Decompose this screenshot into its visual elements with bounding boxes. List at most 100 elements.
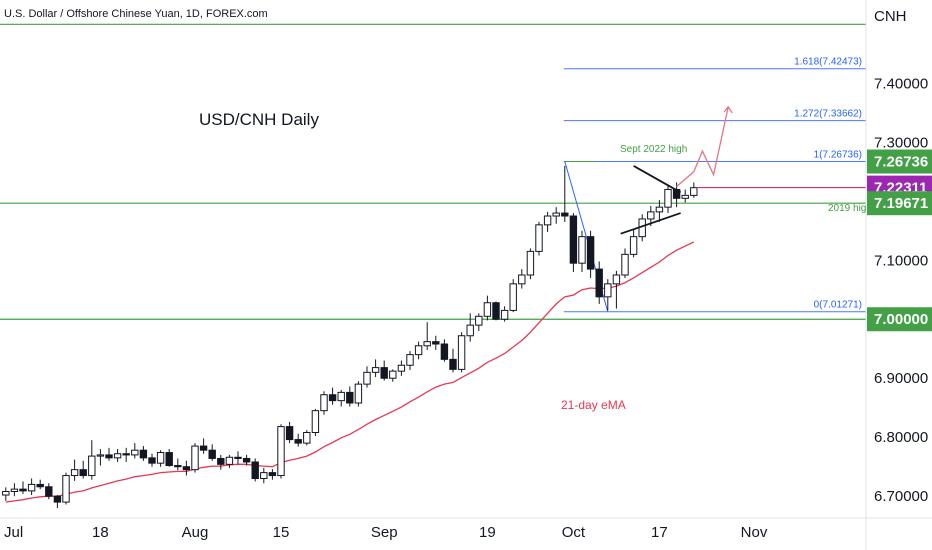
candle-body (2, 490, 10, 496)
candle (432, 335, 440, 350)
y-tick-label: 6.70000 (874, 488, 928, 505)
candle (397, 360, 406, 376)
candle-body (406, 354, 414, 366)
candle-body (475, 315, 483, 326)
candle (690, 182, 698, 198)
candle (311, 408, 320, 437)
candle (156, 450, 165, 467)
candle (2, 487, 10, 501)
candle (475, 313, 483, 332)
candle-body (432, 341, 440, 345)
triangle-lower-line (620, 212, 681, 235)
candle (148, 453, 156, 467)
candle (191, 443, 199, 473)
candle-body (552, 212, 560, 217)
candle (88, 440, 96, 480)
candle (139, 446, 148, 461)
candle-body (629, 236, 638, 255)
candle-body (440, 343, 449, 360)
candle (10, 483, 19, 497)
candle (217, 454, 225, 470)
candle (320, 391, 328, 415)
candle (423, 322, 431, 350)
x-tick-label: Jul (4, 524, 23, 541)
candle-body (578, 236, 586, 264)
candle-body (174, 465, 182, 468)
price-tag (867, 191, 932, 216)
candle-body (260, 472, 268, 480)
candle-body (569, 215, 578, 264)
candle (96, 449, 105, 466)
y-tick-label: 6.90000 (874, 370, 928, 387)
candle (552, 207, 560, 224)
candle (225, 454, 234, 468)
candle (466, 313, 474, 342)
candle-body (268, 472, 277, 477)
candle (45, 483, 53, 500)
candle-body (113, 453, 122, 459)
candle-body (88, 455, 96, 477)
candle (337, 390, 345, 407)
candle-body (604, 283, 612, 298)
candle-body (285, 426, 294, 441)
candle (518, 269, 526, 289)
candle-body (543, 215, 552, 226)
candle (578, 230, 586, 273)
candle (122, 447, 130, 462)
candle (53, 495, 62, 508)
fib-level-label: 1.272(7.33662) (794, 109, 862, 120)
candle (621, 248, 629, 278)
candle (664, 184, 672, 214)
candle (363, 366, 371, 388)
candle-body (449, 358, 457, 370)
candle-body (655, 206, 664, 213)
time-axis[interactable]: Jul 18 Aug 15 Sep 19 Oct 17 Nov (0, 517, 932, 541)
candle-body (251, 461, 259, 480)
fib-level-label: 1(7.26736) (814, 150, 862, 161)
candle (483, 295, 492, 321)
projection-arrowhead (723, 105, 733, 114)
candle-body (397, 364, 406, 372)
candle (543, 211, 552, 232)
candle-body (681, 194, 689, 199)
candle-body (414, 345, 423, 356)
candle-body (148, 457, 156, 464)
x-tick-label: 17 (651, 524, 668, 541)
fib-level-label: 0(7.01271) (814, 300, 862, 311)
candle-body (500, 309, 509, 320)
candle (406, 351, 414, 370)
price-tag-label: 7.26736 (874, 154, 928, 171)
candle (389, 369, 397, 382)
candle-body (526, 250, 535, 276)
candle-body (423, 341, 431, 347)
candle-body (483, 302, 492, 317)
candle-body (156, 452, 165, 464)
candle (199, 438, 208, 454)
candle-body (191, 445, 199, 471)
x-tick-label: Aug (182, 524, 209, 541)
candle (561, 165, 569, 222)
candle-body (217, 457, 225, 465)
candle (328, 387, 337, 405)
y-tick-label: 6.80000 (874, 429, 928, 446)
candle (612, 270, 621, 309)
candle (294, 433, 302, 447)
candle-body (586, 236, 595, 270)
candle-body (664, 188, 672, 208)
candle (414, 341, 423, 360)
candle (268, 469, 277, 480)
price-axis[interactable]: 6.70000 6.80000 6.90000 7.00000 7.10000 7.300… (865, 0, 932, 550)
currency-label: CNH (874, 8, 907, 25)
candle (36, 479, 44, 490)
candle-body (647, 211, 655, 220)
candle (526, 248, 535, 280)
candle (113, 449, 122, 462)
price-tag (867, 149, 932, 174)
candle (251, 458, 259, 482)
x-tick-label: 18 (92, 524, 109, 541)
candle (457, 332, 466, 373)
candle-body (105, 454, 113, 459)
x-tick-label: 19 (479, 524, 496, 541)
candle (62, 472, 70, 505)
